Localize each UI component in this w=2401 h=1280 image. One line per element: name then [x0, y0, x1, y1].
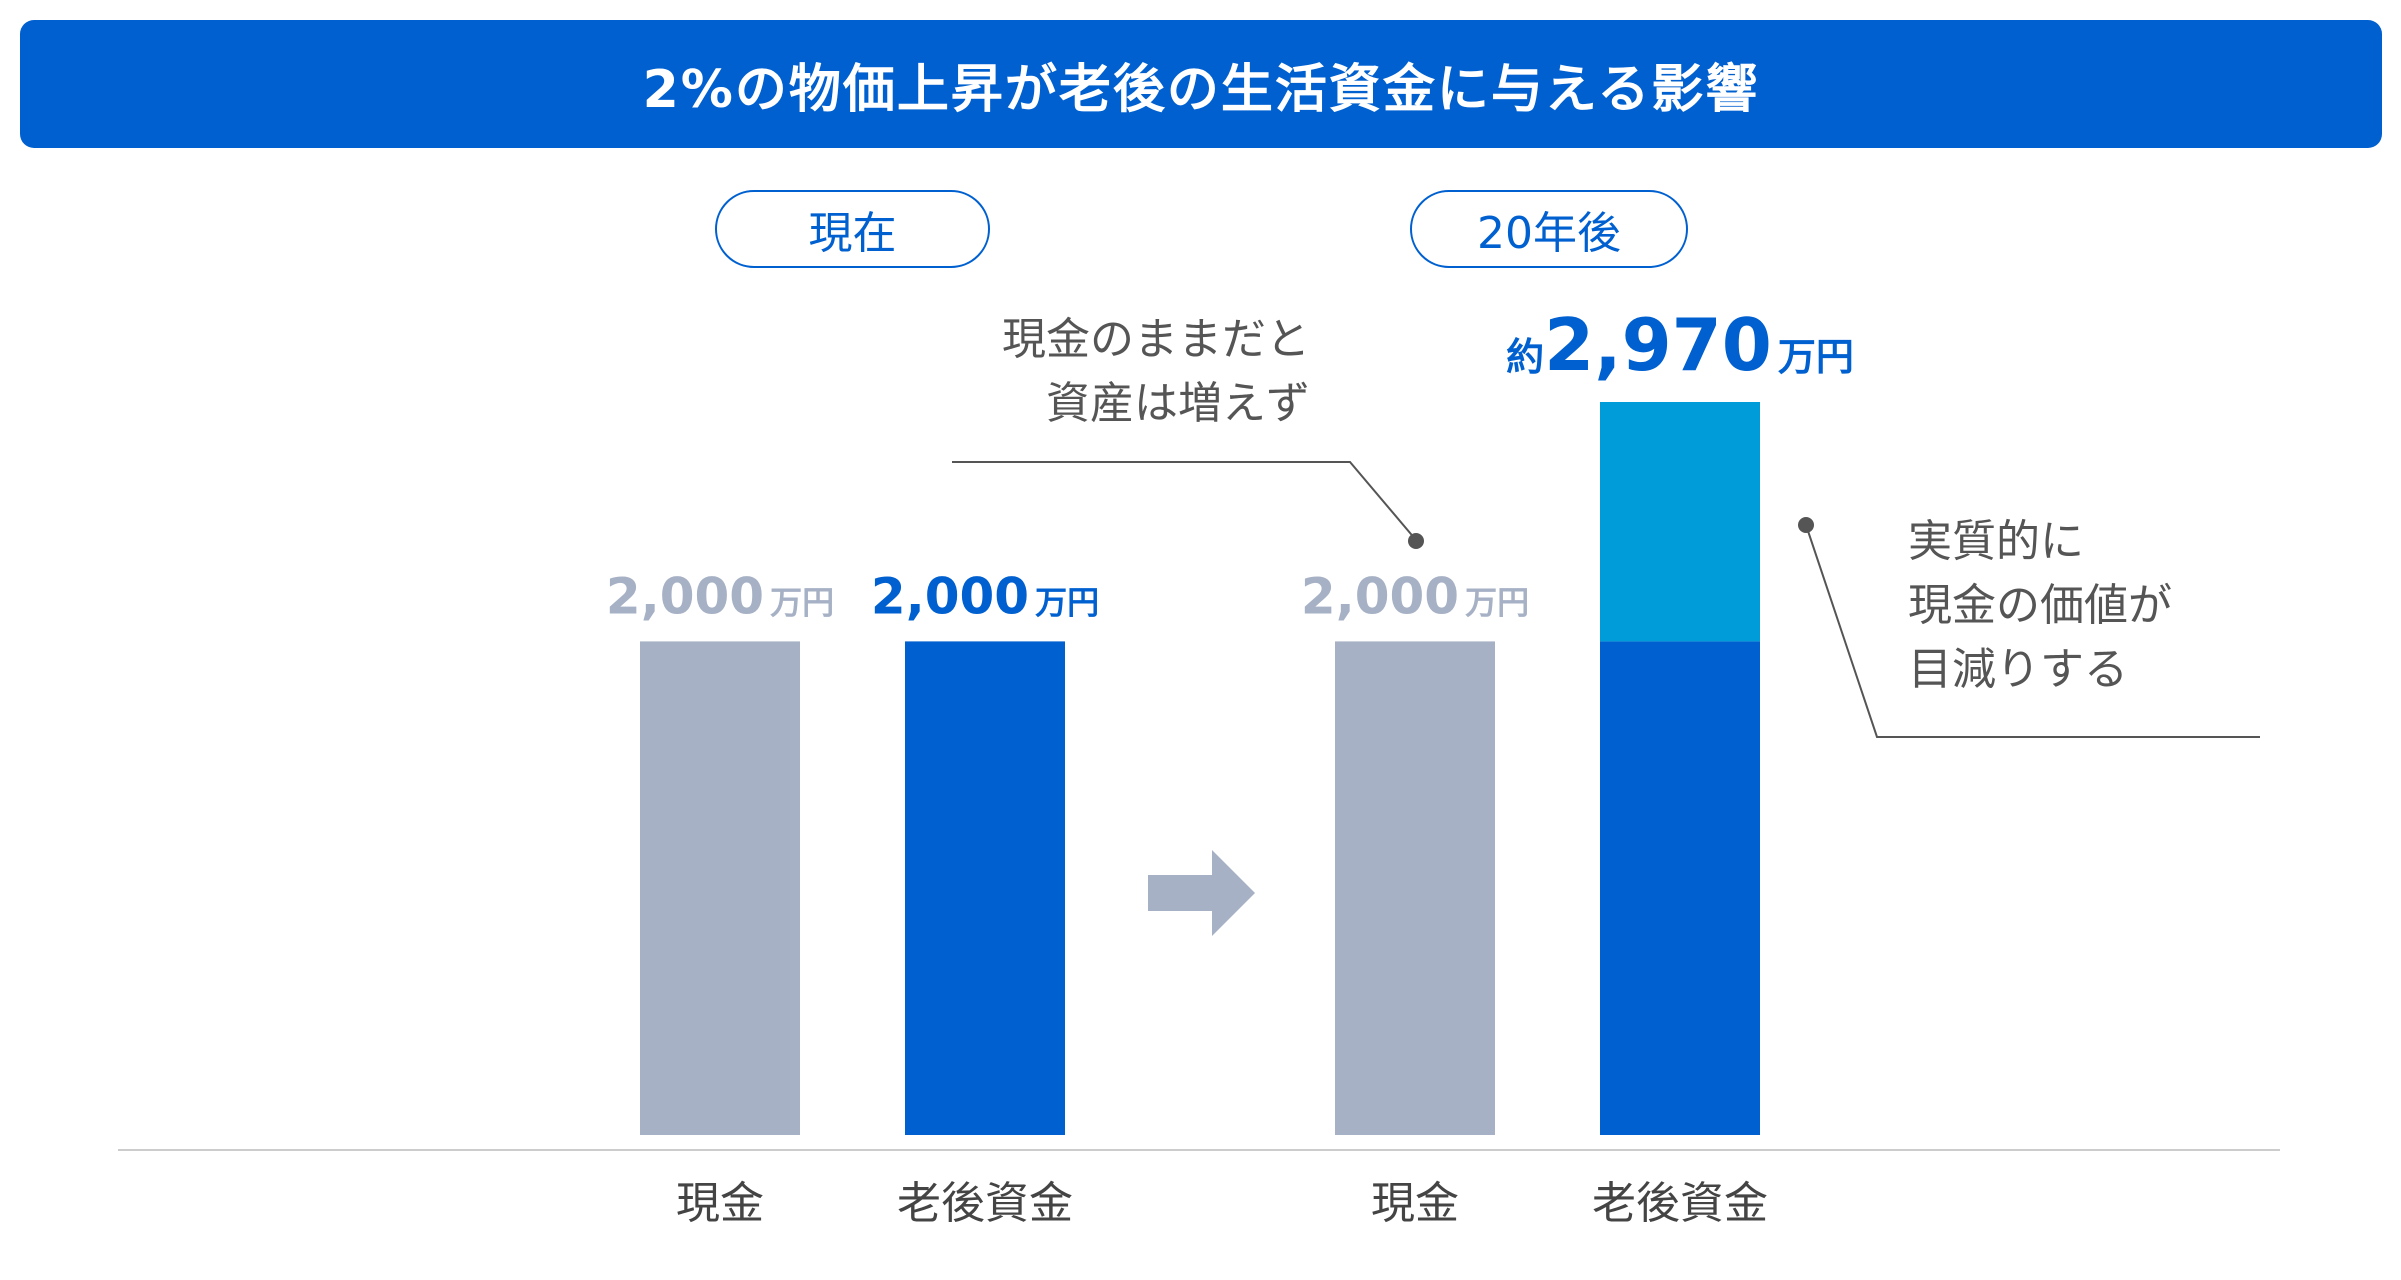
value-label-20y-savings: 約2,970 万円	[1506, 303, 1854, 387]
value-label-now-cash: 2,000 万円	[606, 567, 834, 625]
value-label-20y-cash: 2,000 万円	[1301, 567, 1529, 625]
bar-20y-cash	[1335, 641, 1495, 1135]
category-label-20y-savings: 老後資金	[1592, 1178, 1768, 1229]
period-label-20-years: 20年後	[1477, 208, 1621, 259]
annotation-value-loss-line1: 実質的に	[1908, 516, 2084, 567]
annotation-cash-flat: 現金のままだと 資産は増えず	[900, 308, 1310, 436]
chart-title: 2%の物価上昇が老後の生活資金に与える影響	[642, 59, 1760, 120]
bar-now-cash	[640, 641, 800, 1135]
annotation-value-loss: 実質的に 現金の価値が 目減りする	[1908, 510, 2308, 702]
annotation-cash-dot	[1408, 533, 1424, 549]
annotation-value-loss-line3: 目減りする	[1908, 644, 2128, 695]
period-badge-20-years: 20年後	[1410, 190, 1688, 268]
annotation-cash-leader	[952, 461, 1417, 541]
category-label-20y-cash: 現金	[1371, 1178, 1459, 1229]
annotation-cash-flat-line2: 資産は増えず	[1046, 378, 1310, 429]
annotation-cash-flat-line1: 現金のままだと	[1002, 314, 1310, 365]
category-label-now-savings: 老後資金	[897, 1178, 1073, 1229]
annotation-value-loss-leader	[1805, 524, 2260, 738]
value-label-now-savings: 2,000 万円	[871, 567, 1099, 625]
period-label-now: 現在	[808, 208, 897, 259]
annotation-value-loss-line2: 現金の価値が	[1908, 580, 2172, 631]
category-label-now-cash: 現金	[676, 1178, 764, 1229]
bar-20y-savings-seg1	[1600, 402, 1760, 642]
annotation-value-loss-dot	[1798, 517, 1814, 533]
arrow-icon	[1148, 850, 1255, 936]
chart-title-bar: 2%の物価上昇が老後の生活資金に与える影響	[20, 20, 2382, 148]
period-badge-now: 現在	[715, 190, 990, 268]
bar-20y-savings-seg0	[1600, 641, 1760, 1135]
bar-now-savings	[905, 641, 1065, 1135]
